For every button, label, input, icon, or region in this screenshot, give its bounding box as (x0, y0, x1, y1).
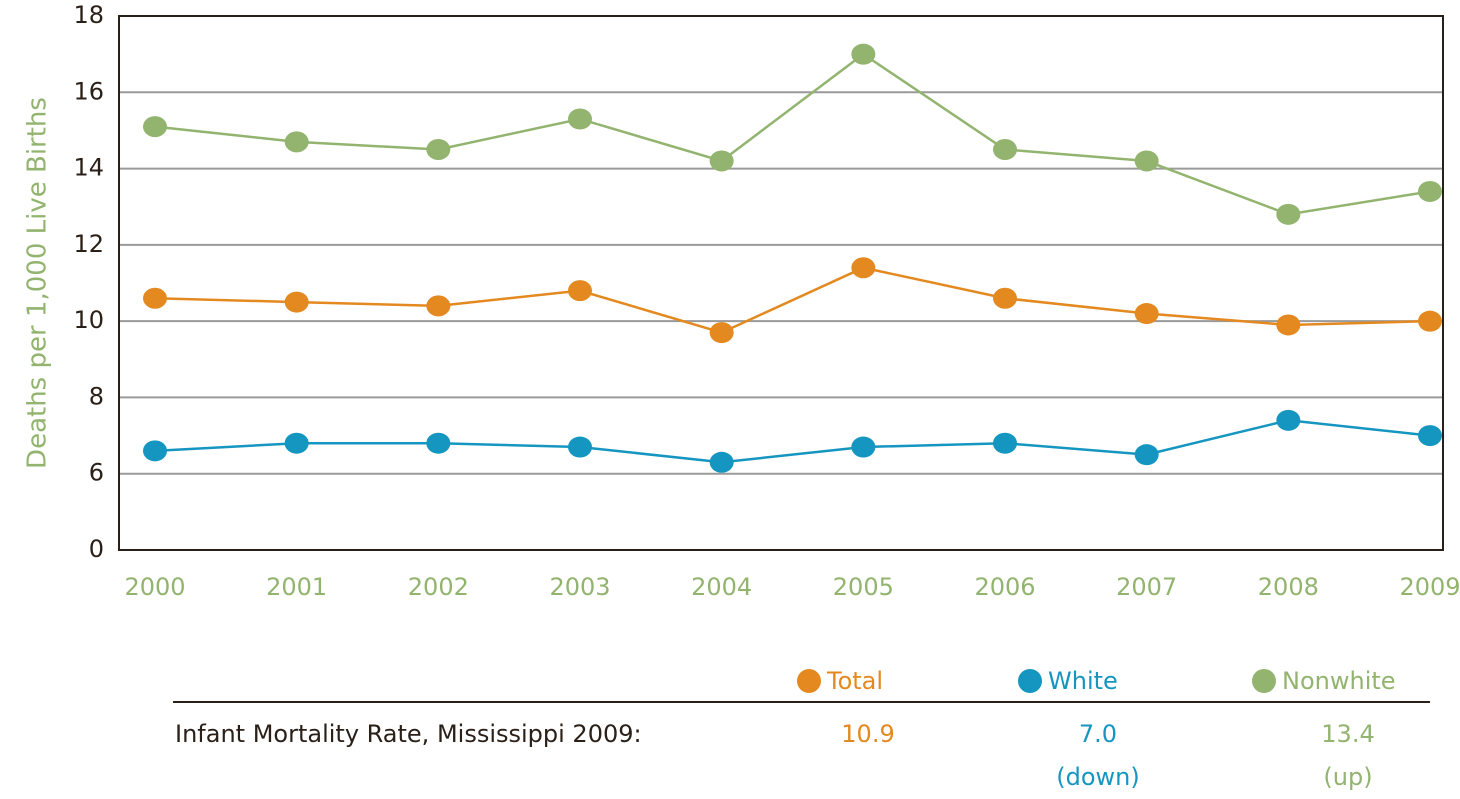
legend-marker (797, 669, 821, 693)
legend-marker (1018, 669, 1042, 693)
y-tick-label: 10 (73, 306, 104, 334)
data-point (993, 287, 1017, 309)
series-line (154, 266, 1431, 334)
summary-label: Infant Mortality Rate, Mississippi 2009: (175, 720, 642, 748)
x-tick-label: 2001 (266, 573, 327, 601)
x-tick-label: 2006 (974, 573, 1035, 601)
data-point (143, 287, 167, 309)
summary-trend: (up) (1323, 763, 1372, 791)
legend-label: Total (826, 667, 883, 695)
summary-value: 13.4 (1321, 720, 1374, 748)
data-point (1276, 314, 1301, 336)
summary-value: 10.9 (841, 720, 894, 748)
y-tick-label: 6 (89, 459, 104, 487)
series-line (154, 52, 1431, 216)
data-point (1276, 409, 1301, 431)
data-point (993, 432, 1017, 454)
data-point (143, 116, 167, 138)
x-tick-label: 2000 (124, 573, 185, 601)
legend-label: Nonwhite (1282, 667, 1396, 695)
x-tick-label: 2007 (1116, 573, 1177, 601)
y-tick-label: 12 (73, 230, 104, 258)
y-tick-label: 8 (89, 382, 104, 410)
x-tick-label: 2008 (1258, 573, 1319, 601)
y-axis-title: Deaths per 1,000 Live Births (23, 97, 53, 469)
data-point (993, 139, 1017, 160)
x-tick-label: 2003 (549, 573, 610, 601)
x-tick-label: 2004 (691, 573, 752, 601)
x-tick-label: 2005 (833, 573, 894, 601)
summary-value: 7.0 (1079, 720, 1117, 748)
data-point (568, 436, 592, 458)
data-point (284, 131, 309, 153)
data-point (1418, 425, 1442, 447)
y-tick-label: 16 (73, 77, 104, 105)
data-point (1418, 310, 1442, 332)
data-point (568, 108, 592, 130)
plot-frame (118, 15, 1444, 551)
data-point (143, 440, 167, 462)
summary-trend: (down) (1056, 763, 1139, 791)
data-point (1418, 180, 1442, 202)
x-tick-label: 2002 (408, 573, 469, 601)
data-point (426, 432, 451, 454)
data-point (709, 451, 734, 473)
data-point (1134, 303, 1159, 325)
legend-marker (1252, 669, 1276, 693)
data-point (709, 150, 734, 172)
data-point (426, 139, 451, 160)
data-point (851, 257, 876, 279)
series-line (154, 419, 1431, 464)
data-point (1134, 444, 1159, 466)
data-point (709, 322, 734, 344)
data-point (1276, 203, 1301, 225)
data-point (1134, 150, 1159, 172)
y-tick-label: 18 (73, 1, 104, 29)
data-point (284, 291, 309, 313)
data-point (851, 43, 876, 65)
y-tick-label: 14 (73, 154, 104, 182)
data-point (851, 436, 876, 458)
data-point (426, 295, 451, 317)
data-point (568, 280, 592, 302)
data-point (284, 432, 309, 454)
x-tick-label: 2009 (1399, 573, 1460, 601)
y-tick-label: 0 (89, 535, 104, 563)
legend-label: White (1048, 667, 1118, 695)
